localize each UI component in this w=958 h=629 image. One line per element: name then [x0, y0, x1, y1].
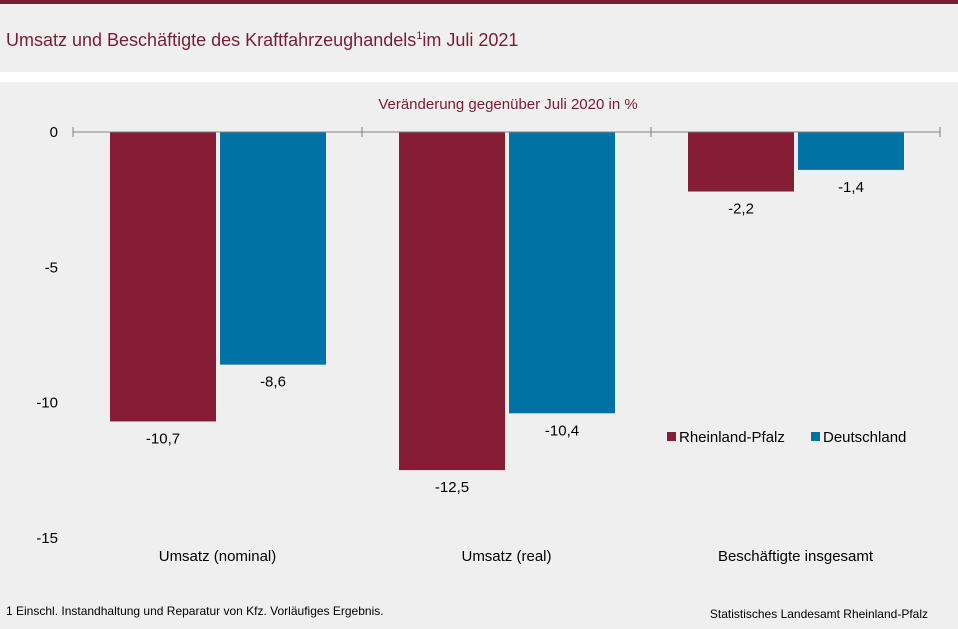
- title-separator: [0, 72, 958, 82]
- title-footnote-marker: 1: [416, 30, 423, 42]
- bar: [110, 132, 216, 422]
- data-label: -1,4: [838, 179, 864, 196]
- legend-entry: Rheinland-Pfalz: [679, 429, 785, 446]
- bar-chart: Veränderung gegenüber Juli 2020 in % 0 -5…: [36, 96, 941, 565]
- legend-swatch: [811, 432, 820, 441]
- data-label: -12,5: [435, 479, 469, 496]
- legend-swatch: [667, 432, 676, 441]
- y-tick-label: 0: [50, 124, 58, 141]
- axis-group: [72, 127, 941, 137]
- bar: [688, 132, 794, 192]
- x-category-labels: Umsatz (nominal) Umsatz (real) Beschäftigt…: [159, 548, 874, 565]
- title-suffix: im Juli 2021: [422, 30, 519, 50]
- source-credit: Statistisches Landesamt Rheinland-Pfalz: [709, 607, 928, 621]
- y-tick-label: -15: [36, 530, 58, 547]
- data-label: -10,7: [146, 430, 180, 447]
- title-main: Umsatz und Beschäftigte des Kraftfahrzeu…: [6, 30, 417, 50]
- data-label: -8,6: [260, 374, 286, 391]
- legend-entry: Deutschland: [823, 429, 906, 446]
- y-tick-labels: 0 -5 -10 -15: [36, 124, 58, 547]
- bar: [509, 132, 615, 414]
- footnote: 1 Einschl. Instandhaltung und Reparatur …: [6, 604, 384, 618]
- y-tick-label: -5: [45, 259, 58, 276]
- legend: Rheinland-Pfalz Deutschland: [667, 429, 906, 446]
- bars-group: [110, 132, 904, 471]
- x-category-label: Beschäftigte insgesamt: [718, 548, 874, 565]
- title-band: [0, 4, 958, 72]
- page-title: Umsatz und Beschäftigte des Kraftfahrzeu…: [6, 30, 518, 51]
- bar: [220, 132, 326, 365]
- x-category-label: Umsatz (real): [461, 548, 551, 565]
- bar: [399, 132, 505, 471]
- data-label: -10,4: [545, 422, 579, 439]
- data-labels: -10,7 -8,6 -12,5 -10,4 -2,2 -1,4: [146, 179, 864, 496]
- top-accent-rule: [0, 0, 958, 4]
- bar: [798, 132, 904, 170]
- x-category-label: Umsatz (nominal): [159, 548, 277, 565]
- data-label: -2,2: [728, 201, 754, 218]
- chart-subtitle: Veränderung gegenüber Juli 2020 in %: [378, 96, 637, 113]
- y-tick-label: -10: [36, 395, 58, 412]
